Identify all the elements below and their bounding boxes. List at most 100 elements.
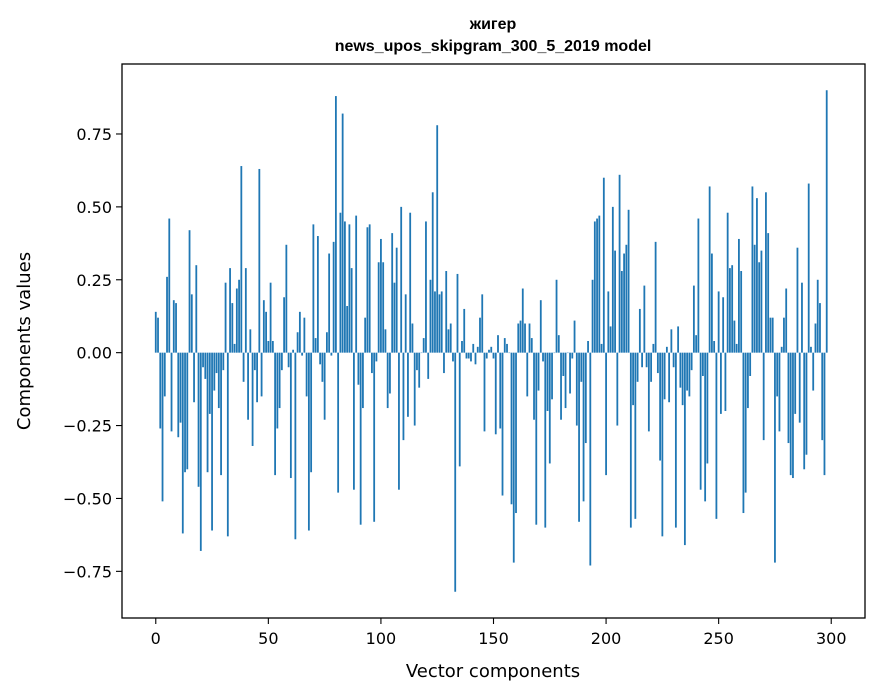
bar bbox=[738, 238, 740, 353]
y-tick-label: 0.75 bbox=[76, 125, 112, 144]
bar bbox=[711, 253, 713, 353]
bar bbox=[321, 352, 324, 382]
bar bbox=[413, 352, 416, 426]
bar bbox=[562, 352, 565, 376]
bar bbox=[346, 306, 349, 353]
bar bbox=[267, 341, 270, 353]
bar bbox=[749, 352, 752, 376]
bar bbox=[344, 221, 346, 353]
y-tick-label: 0.50 bbox=[76, 198, 112, 217]
bar bbox=[697, 218, 700, 353]
bar bbox=[765, 192, 767, 353]
bar bbox=[161, 352, 164, 502]
bar bbox=[510, 352, 513, 505]
y-tick-label: −0.75 bbox=[63, 562, 112, 581]
bar bbox=[805, 352, 808, 455]
bar bbox=[589, 352, 592, 566]
bar bbox=[303, 317, 306, 353]
bar bbox=[688, 352, 691, 397]
bar bbox=[332, 241, 335, 353]
bar bbox=[307, 352, 310, 531]
bar bbox=[751, 186, 754, 353]
bar bbox=[224, 282, 227, 353]
bar bbox=[796, 247, 799, 353]
bar bbox=[740, 271, 743, 353]
bar bbox=[447, 329, 450, 353]
bar bbox=[193, 352, 195, 403]
bar bbox=[411, 323, 414, 353]
bar bbox=[512, 352, 515, 563]
bar bbox=[747, 352, 749, 409]
bar bbox=[724, 352, 727, 411]
bar bbox=[440, 291, 443, 353]
bar bbox=[470, 352, 472, 362]
bar bbox=[681, 352, 684, 406]
bar bbox=[393, 282, 396, 353]
bar bbox=[758, 262, 761, 353]
bar bbox=[807, 183, 810, 353]
bar bbox=[801, 282, 803, 353]
bar bbox=[253, 352, 256, 371]
bar bbox=[452, 352, 454, 362]
bar bbox=[368, 224, 371, 353]
bar bbox=[159, 352, 162, 429]
bar bbox=[217, 352, 220, 409]
bar bbox=[483, 352, 486, 432]
bar bbox=[584, 352, 587, 444]
bar bbox=[366, 227, 369, 353]
x-axis: 0 50 100 150 200 250 300 bbox=[151, 618, 847, 648]
bar bbox=[328, 253, 331, 353]
bar bbox=[767, 233, 770, 353]
bar bbox=[636, 352, 639, 382]
bar bbox=[701, 352, 704, 376]
bar bbox=[188, 230, 191, 353]
bar bbox=[677, 326, 680, 353]
bar bbox=[602, 177, 605, 353]
bar bbox=[204, 352, 207, 379]
bar bbox=[814, 323, 817, 353]
bar bbox=[609, 326, 612, 353]
bar bbox=[546, 352, 549, 411]
bar bbox=[787, 352, 790, 444]
bar bbox=[280, 352, 283, 371]
bar bbox=[179, 352, 182, 423]
bar bbox=[717, 291, 720, 353]
bar bbox=[575, 352, 578, 426]
bar bbox=[760, 250, 763, 353]
bar bbox=[783, 317, 785, 353]
bar bbox=[537, 352, 540, 391]
bar bbox=[643, 285, 646, 353]
x-tick-label: 50 bbox=[258, 629, 278, 648]
bar bbox=[341, 113, 344, 353]
bar bbox=[211, 352, 213, 531]
bar bbox=[337, 352, 340, 493]
bar bbox=[810, 346, 812, 353]
bar bbox=[614, 250, 616, 353]
bar bbox=[535, 352, 538, 525]
bar bbox=[582, 352, 585, 502]
bar bbox=[488, 349, 490, 353]
bar bbox=[269, 282, 272, 353]
bar bbox=[668, 352, 671, 403]
bar bbox=[364, 317, 367, 353]
bar bbox=[175, 303, 177, 353]
bar bbox=[825, 90, 828, 353]
bar bbox=[247, 352, 249, 420]
bar bbox=[449, 323, 452, 353]
bar bbox=[170, 352, 173, 432]
bar bbox=[292, 349, 295, 353]
x-axis-label: Vector components bbox=[406, 661, 580, 682]
bar bbox=[465, 352, 468, 359]
bar bbox=[524, 323, 526, 353]
bar bbox=[260, 352, 263, 397]
bar bbox=[638, 308, 641, 353]
bar bbox=[742, 352, 745, 514]
bar bbox=[445, 271, 448, 353]
bar bbox=[627, 209, 630, 353]
bar bbox=[812, 352, 815, 391]
bar bbox=[819, 303, 821, 353]
bar bbox=[816, 279, 819, 353]
bar bbox=[312, 224, 315, 353]
bar bbox=[256, 352, 258, 403]
bar bbox=[434, 291, 436, 353]
